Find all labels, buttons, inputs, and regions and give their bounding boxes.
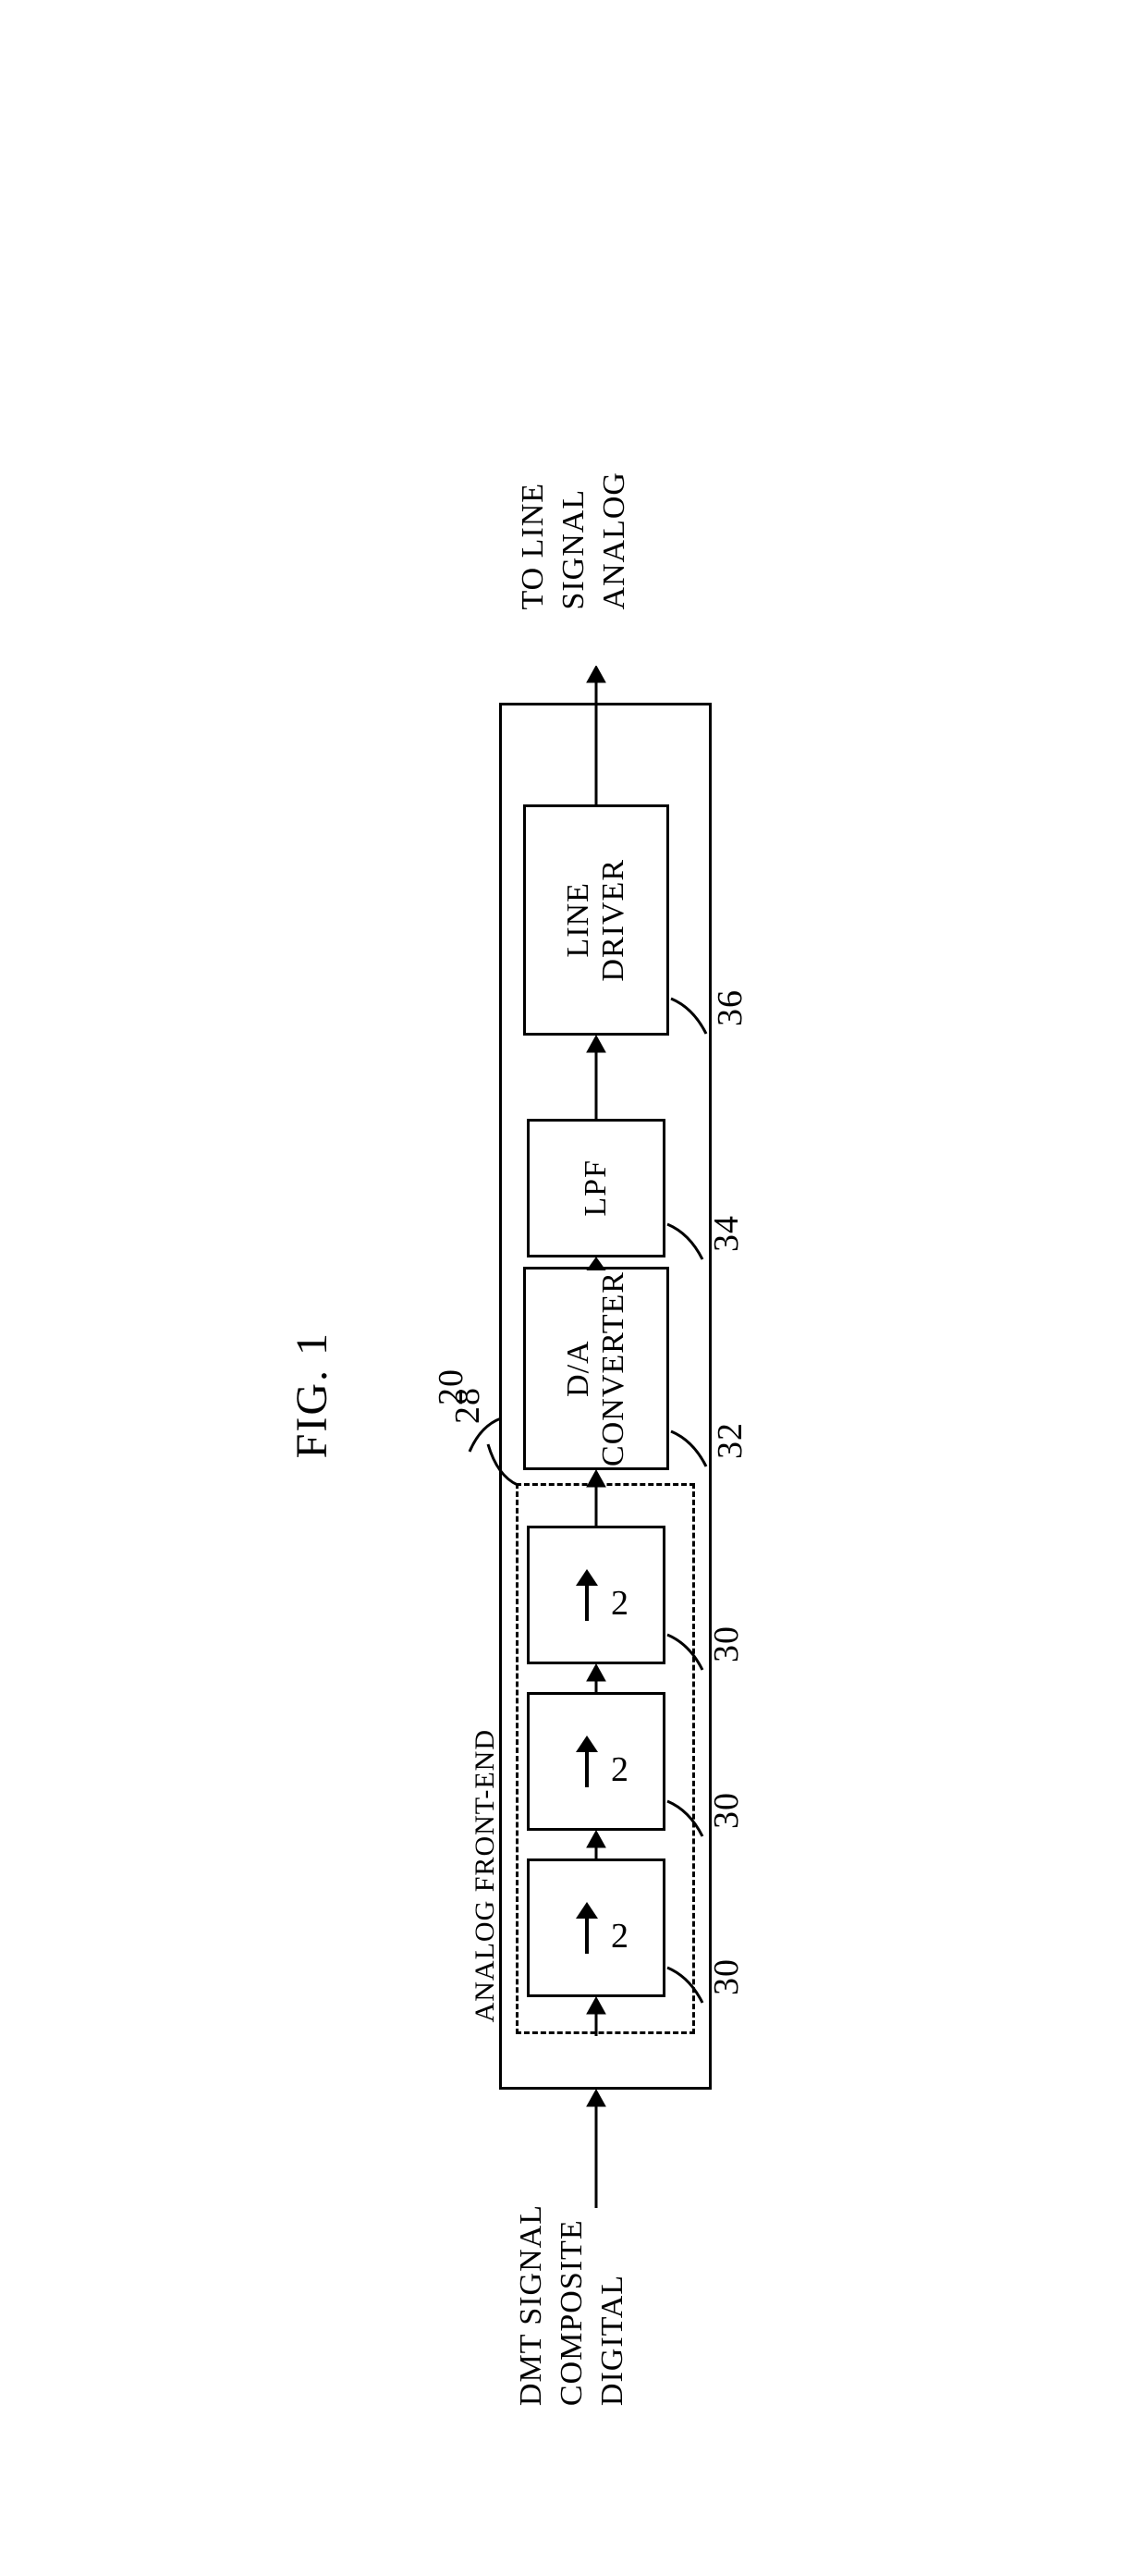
upsample-1-ref: 30 [706,1958,747,1995]
arrow-out [581,666,611,806]
up-arrow-icon [563,1734,611,1789]
arrow-up2-up3 [581,1664,611,1694]
input-label-line2: COMPOSITE [555,2204,590,2406]
arrow-up3-dac [581,1470,611,1527]
input-label: DMT SIGNAL COMPOSITE DIGITAL [514,2204,630,2406]
interp-ref: 28 [447,1387,488,1424]
input-label-line1: DIGITAL [595,2204,630,2406]
arrow-afe-up1 [581,1997,611,2036]
arrow-up1-up2 [581,1831,611,1860]
upsample-2-block: 2 [527,1692,665,1831]
upsample-2-ref: 30 [706,1792,747,1829]
line-driver-ref: 36 [710,989,750,1026]
dac-block: D/A CONVERTER [523,1267,669,1470]
lpf-label: LPF [579,1159,614,1217]
upsample-2-label: 2 [611,1749,629,1790]
output-label-line1: ANALOG [597,472,632,610]
upsample-1-block: 2 [527,1858,665,1997]
lpf-block: LPF [527,1119,665,1257]
up-arrow-icon [563,1567,611,1623]
dac-ref: 32 [710,1422,750,1459]
upsample-3-ref: 30 [706,1625,747,1662]
output-label-line3: TO LINE [516,472,551,610]
line-driver-block: LINE DRIVER [523,804,669,1036]
line-driver-label: LINE DRIVER [561,859,631,982]
output-label-line2: SIGNAL [556,472,592,610]
up-arrow-icon [563,1900,611,1956]
upsample-3-label: 2 [611,1583,629,1624]
output-label: TO LINE SIGNAL ANALOG [516,472,632,610]
afe-label: ANALOG FRONT-END [470,1729,501,2022]
figure-title: FIG. 1 [287,1331,337,1458]
input-label-line3: DMT SIGNAL [514,2204,549,2406]
upsample-1-label: 2 [611,1916,629,1957]
upsample-3-block: 2 [527,1526,665,1664]
lpf-ref: 34 [706,1215,747,1252]
arrow-dac-lpf [581,1257,611,1270]
arrow-in [581,2090,611,2208]
dac-label: D/A CONVERTER [561,1271,631,1466]
arrow-lpf-ldrv [581,1036,611,1121]
